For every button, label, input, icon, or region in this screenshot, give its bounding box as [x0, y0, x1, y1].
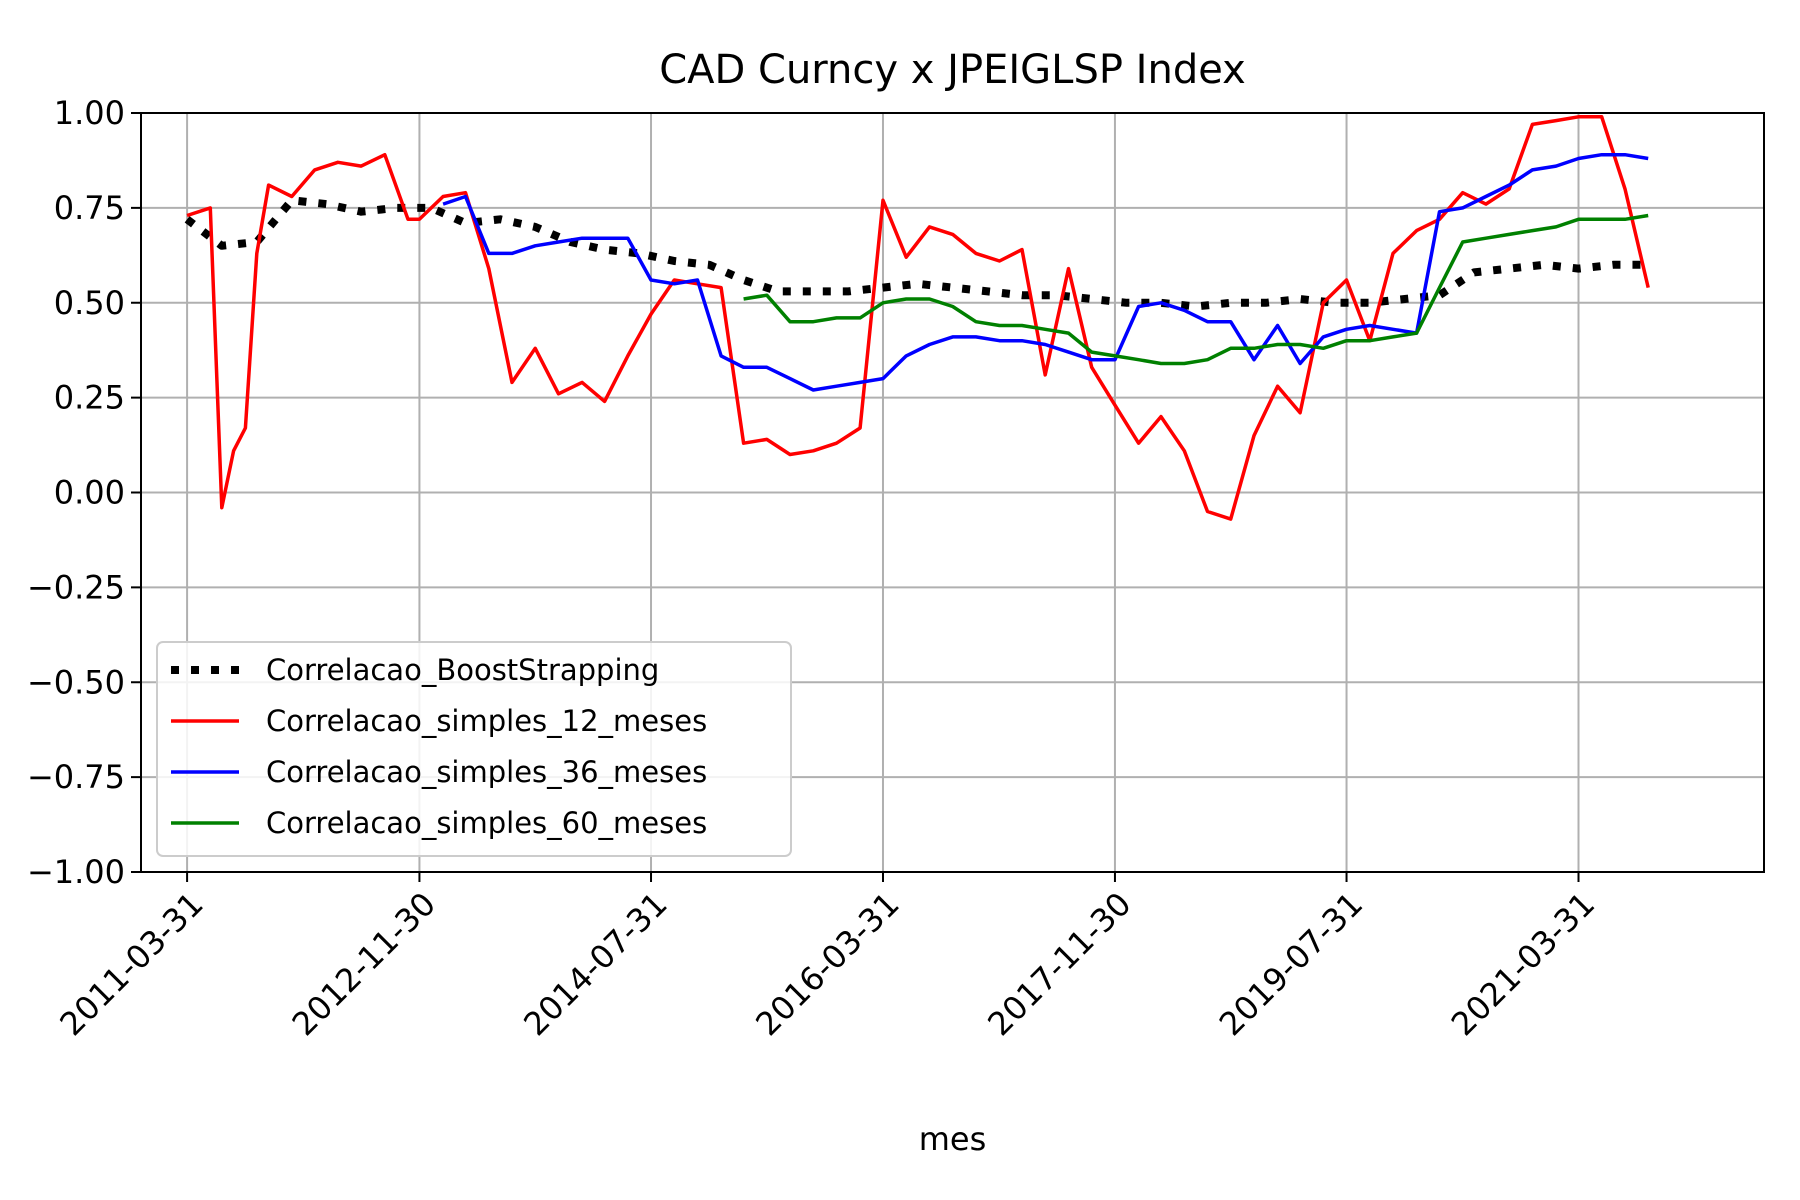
series-line-4: [743, 213, 1649, 366]
y-tick-label: 0.25: [54, 379, 125, 417]
chart-title: CAD Curncy x JPEIGLSP Index: [659, 47, 1246, 93]
legend-label: Correlacao_simples_60_meses: [266, 806, 707, 840]
y-tick-label: −0.50: [27, 663, 125, 701]
y-tick-label: 0.00: [54, 474, 125, 512]
series-lines: [184, 115, 1650, 521]
y-tick-label: −0.25: [27, 568, 125, 606]
legend-label: Correlacao_BoostStrapping: [266, 653, 659, 687]
y-tick-label: −1.00: [27, 853, 125, 891]
legend: Correlacao_BoostStrapping Correlacao_simp…: [156, 641, 792, 857]
y-tick-label: 0.75: [54, 189, 125, 227]
legend-box: [156, 641, 792, 857]
x-axis-label: mes: [919, 1120, 987, 1158]
legend-label: Correlacao_simples_12_meses: [266, 704, 707, 738]
legend-label: Correlacao_simples_36_meses: [266, 755, 707, 789]
series-line-3: [442, 152, 1649, 392]
y-tick-label: 0.50: [54, 284, 125, 322]
series-line-2: [186, 115, 1650, 521]
y-tick-label: −0.75: [27, 758, 125, 796]
series-line-1: [184, 196, 1649, 311]
y-tick-label: 1.00: [54, 94, 125, 132]
